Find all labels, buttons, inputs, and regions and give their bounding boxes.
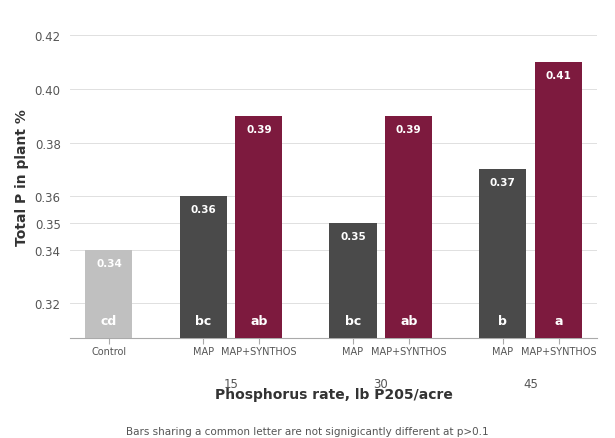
Text: 0.34: 0.34 <box>96 258 122 268</box>
Bar <box>535 63 582 339</box>
Text: a: a <box>554 315 563 328</box>
Bar <box>479 170 526 339</box>
Text: b: b <box>499 315 507 328</box>
Text: 45: 45 <box>523 377 538 390</box>
Bar <box>180 197 227 339</box>
Bar <box>385 117 432 339</box>
Text: bc: bc <box>345 315 361 328</box>
Text: ab: ab <box>250 315 268 328</box>
Bar <box>236 117 282 339</box>
Text: Bars sharing a common letter are not signigicantly different at p>0.1: Bars sharing a common letter are not sig… <box>126 426 489 436</box>
Text: 0.41: 0.41 <box>546 71 571 81</box>
Text: 15: 15 <box>223 377 239 390</box>
Text: 0.39: 0.39 <box>396 124 421 134</box>
Text: bc: bc <box>195 315 212 328</box>
Text: 0.35: 0.35 <box>340 231 366 241</box>
Text: 30: 30 <box>373 377 388 390</box>
Y-axis label: Total P in plant %: Total P in plant % <box>15 108 29 245</box>
Bar <box>85 250 132 339</box>
X-axis label: Phosphorus rate, lb P205/acre: Phosphorus rate, lb P205/acre <box>215 387 453 401</box>
Text: cd: cd <box>101 315 117 328</box>
Text: 0.36: 0.36 <box>190 205 216 215</box>
Text: 0.39: 0.39 <box>246 124 272 134</box>
Bar <box>330 223 376 339</box>
Text: 0.37: 0.37 <box>490 178 516 188</box>
Text: ab: ab <box>400 315 418 328</box>
